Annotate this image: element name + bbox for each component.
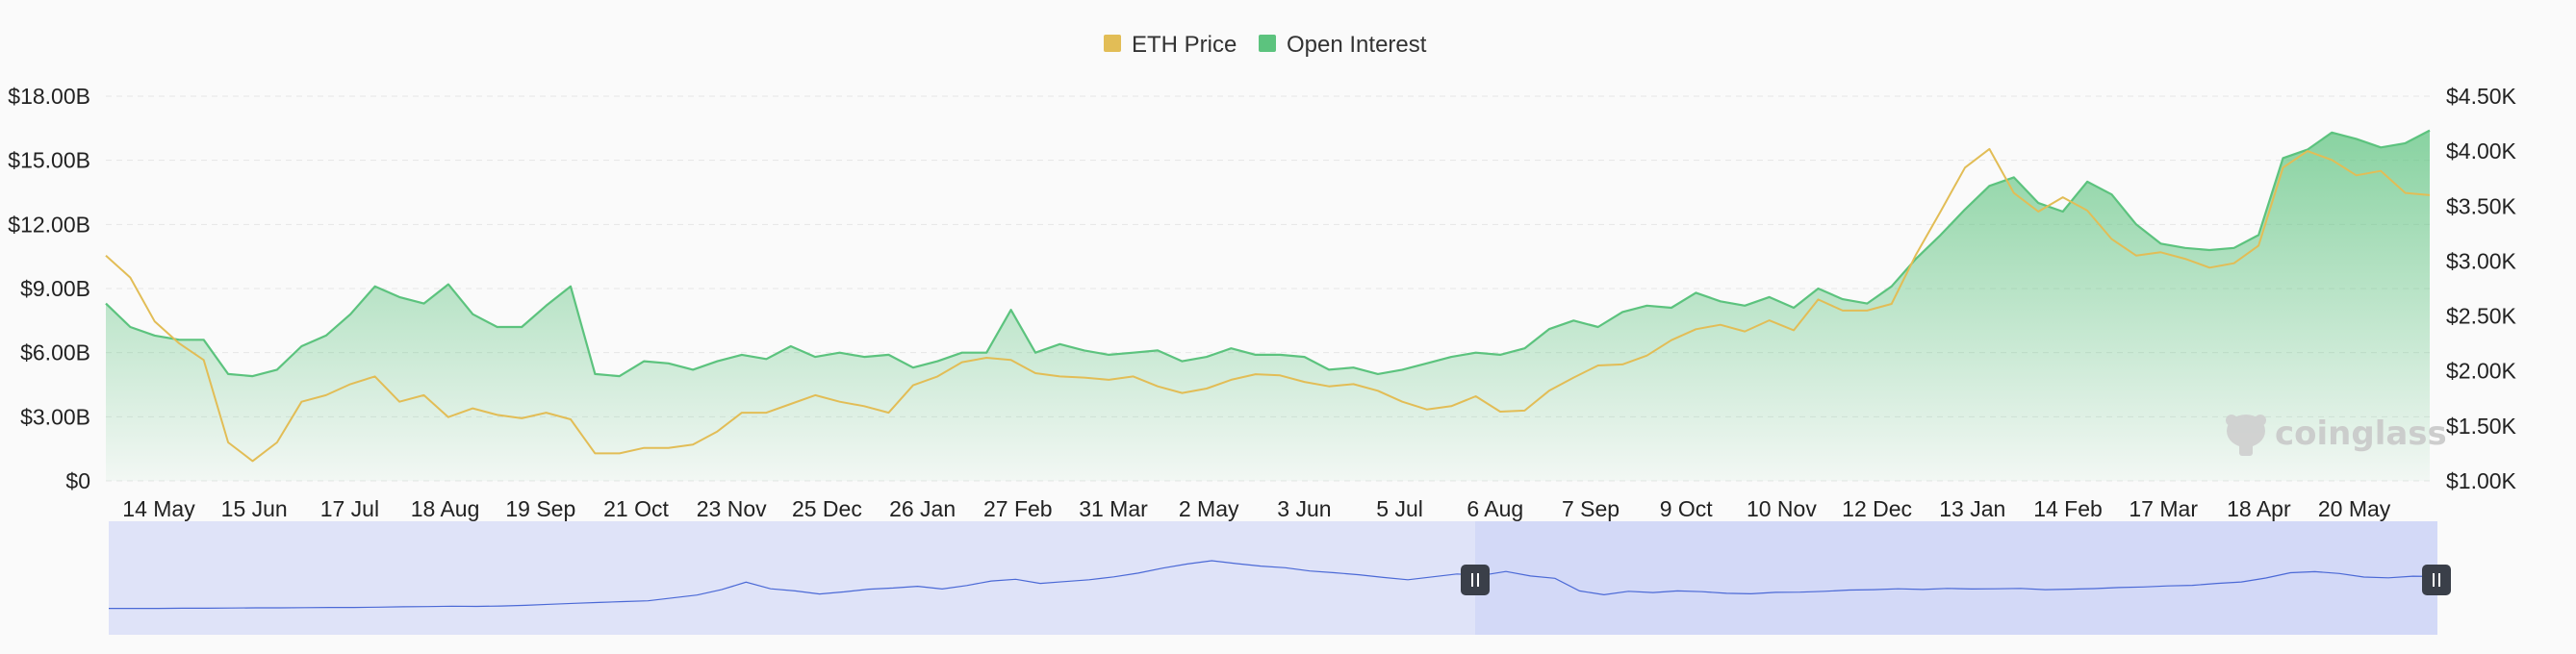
- legend: ETH Price Open Interest: [1104, 32, 1427, 58]
- legend-swatch-eth-price: [1104, 35, 1121, 52]
- x-tick-label: 18 Aug: [411, 496, 480, 521]
- x-tick-label: 17 Mar: [2129, 496, 2198, 521]
- y-right-tick-label: $2.00K: [2446, 359, 2517, 384]
- range-navigator[interactable]: [109, 521, 2451, 635]
- x-tick-label: 5 Jul: [1376, 496, 1423, 521]
- y-right-tick-label: $1.00K: [2446, 468, 2517, 493]
- navigator-left-handle-box: [1461, 565, 1490, 595]
- coinglass-watermark: coinglass: [2226, 415, 2447, 456]
- x-tick-label: 31 Mar: [1079, 496, 1148, 521]
- navigator-right-handle-box: [2422, 565, 2451, 595]
- y-left-tick-label: $15.00B: [8, 148, 90, 173]
- x-tick-label: 9 Oct: [1660, 496, 1714, 521]
- y-left-tick-label: $6.00B: [20, 340, 90, 365]
- legend-item-open-interest[interactable]: Open Interest: [1259, 32, 1427, 58]
- x-tick-label: 12 Dec: [1842, 496, 1912, 521]
- legend-item-eth-price[interactable]: ETH Price: [1104, 32, 1237, 58]
- x-tick-label: 7 Sep: [1562, 496, 1620, 521]
- y-right-tick-label: $1.50K: [2446, 414, 2517, 439]
- x-tick-label: 25 Dec: [792, 496, 862, 521]
- x-tick-label: 27 Feb: [983, 496, 1053, 521]
- y-right-tick-label: $4.00K: [2446, 138, 2517, 164]
- x-tick-label: 17 Jul: [320, 496, 379, 521]
- x-tick-label: 20 May: [2318, 496, 2391, 521]
- open-interest-line: [105, 129, 2431, 378]
- x-tick-label: 18 Apr: [2227, 496, 2291, 521]
- y-left-tick-label: $12.00B: [8, 212, 90, 237]
- x-tick-label: 15 Jun: [221, 496, 288, 521]
- navigator-line: [109, 560, 2438, 610]
- x-tick-label: 14 May: [122, 496, 195, 521]
- y-right-tick-label: $4.50K: [2446, 84, 2517, 109]
- x-tick-label: 10 Nov: [1747, 496, 1817, 521]
- y-left-tick-label: $9.00B: [20, 276, 90, 301]
- eth-price-line: [105, 147, 2431, 463]
- navigator-left-handle[interactable]: [1461, 565, 1490, 595]
- x-tick-label: 3 Jun: [1277, 496, 1331, 521]
- x-tick-label: 2 May: [1179, 496, 1239, 521]
- x-axis: 14 May 15 Jun 17 Jul 18 Aug 19 Sep 21 Oct 23 N…: [122, 496, 2391, 521]
- x-tick-label: 13 Jan: [1939, 496, 2005, 521]
- y-right-tick-label: $3.50K: [2446, 193, 2517, 218]
- y-left-tick-label: $0: [65, 468, 90, 493]
- coinglass-logo-icon: [2226, 415, 2266, 456]
- open-interest-area: [106, 130, 2430, 481]
- legend-label-eth-price: ETH Price: [1132, 32, 1237, 58]
- x-tick-label: 23 Nov: [697, 496, 767, 521]
- y-right-tick-label: $3.00K: [2446, 248, 2517, 273]
- watermark-text: coinglass: [2275, 415, 2447, 453]
- plot-area[interactable]: [105, 129, 2431, 481]
- y-axis-right: $1.00K $1.50K $2.00K $2.50K $3.00K $3.50K $4.0…: [2446, 84, 2517, 493]
- x-tick-label: 14 Feb: [2033, 496, 2103, 521]
- x-tick-label: 26 Jan: [889, 496, 956, 521]
- y-axis-left: $0 $3.00B $6.00B $9.00B $12.00B $15.00B $18.00…: [8, 84, 90, 493]
- x-tick-label: 21 Oct: [603, 496, 669, 521]
- y-left-tick-label: $18.00B: [8, 84, 90, 109]
- legend-label-open-interest: Open Interest: [1287, 32, 1427, 58]
- navigator-right-handle[interactable]: [2422, 565, 2451, 595]
- x-tick-label: 6 Aug: [1467, 496, 1523, 521]
- x-tick-label: 19 Sep: [505, 496, 575, 521]
- y-right-tick-label: $2.50K: [2446, 304, 2517, 329]
- y-left-tick-label: $3.00B: [20, 404, 90, 429]
- navigator-selection[interactable]: [1475, 521, 2437, 635]
- legend-swatch-open-interest: [1259, 35, 1276, 52]
